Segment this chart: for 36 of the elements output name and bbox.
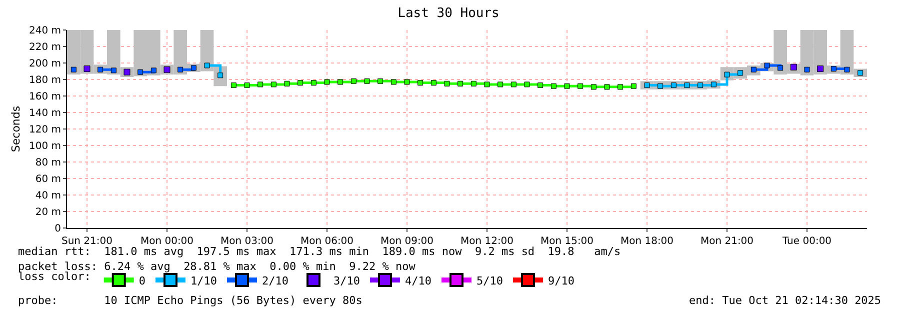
y-tick-label: 80 m [35, 158, 61, 168]
x-tick-label: Mon 00:00 [140, 236, 194, 247]
y-tick-label: 40 m [35, 190, 61, 202]
x-tick-label: Mon 06:00 [300, 236, 354, 247]
text: median rtt: 181.0 ms avg 197.5 ms max 171.3 ms min 189.0 ms now 9.2 ms sd 19.8 am/s [18, 245, 621, 258]
legend-label: 2/10 [262, 274, 288, 288]
y-tick-label: 120 m [28, 124, 61, 136]
y-tick-label: 220 m [28, 42, 61, 53]
legend-label: 3/10 [333, 274, 360, 288]
x-tick-label: Tue 00:00 [781, 236, 832, 247]
y-axis-title: Seconds [10, 106, 23, 152]
y-tick-label: 60 m [35, 174, 61, 185]
x-tick-label: Mon 21:00 [700, 236, 754, 247]
legend-label: 9/10 [548, 274, 574, 288]
chart-title: Last 30 Hours [398, 6, 500, 22]
x-tick-label: Mon 12:00 [460, 236, 514, 247]
legend-label: 1/10 [190, 274, 217, 288]
y-tick-label: 100 m [28, 141, 61, 152]
y-tick-label: 180 m [28, 75, 61, 86]
legend-label: 5/10 [476, 274, 503, 288]
legend-label: 4/10 [404, 274, 432, 288]
y-tick-label: 160 m [28, 92, 61, 102]
x-tick-label: Mon 18:00 [620, 236, 674, 247]
x-tick-label: Mon 03:00 [220, 236, 274, 247]
x-tick-label: Mon 09:00 [380, 236, 434, 247]
text: probe: 10 ICMP Echo Pings (56 Bytes) every 80s [18, 294, 362, 307]
text: end: Tue Oct 21 02:14:30 2025 [689, 294, 882, 307]
x-tick-label: Sun 21:00 [61, 236, 113, 247]
y-tick-label: 140 m [28, 108, 61, 119]
text: packet loss: 6.24 % avg 28.81 % max 0.00 % min 9.22 % now [18, 260, 416, 273]
y-tick-label: 200 m [28, 58, 61, 70]
legend-label: 0 [138, 274, 146, 288]
y-tick-label: 240 m [28, 26, 61, 36]
x-tick-label: Mon 15:00 [540, 236, 594, 247]
y-tick-label: 20 m [35, 207, 61, 218]
y-tick-label: 0 [54, 224, 61, 234]
